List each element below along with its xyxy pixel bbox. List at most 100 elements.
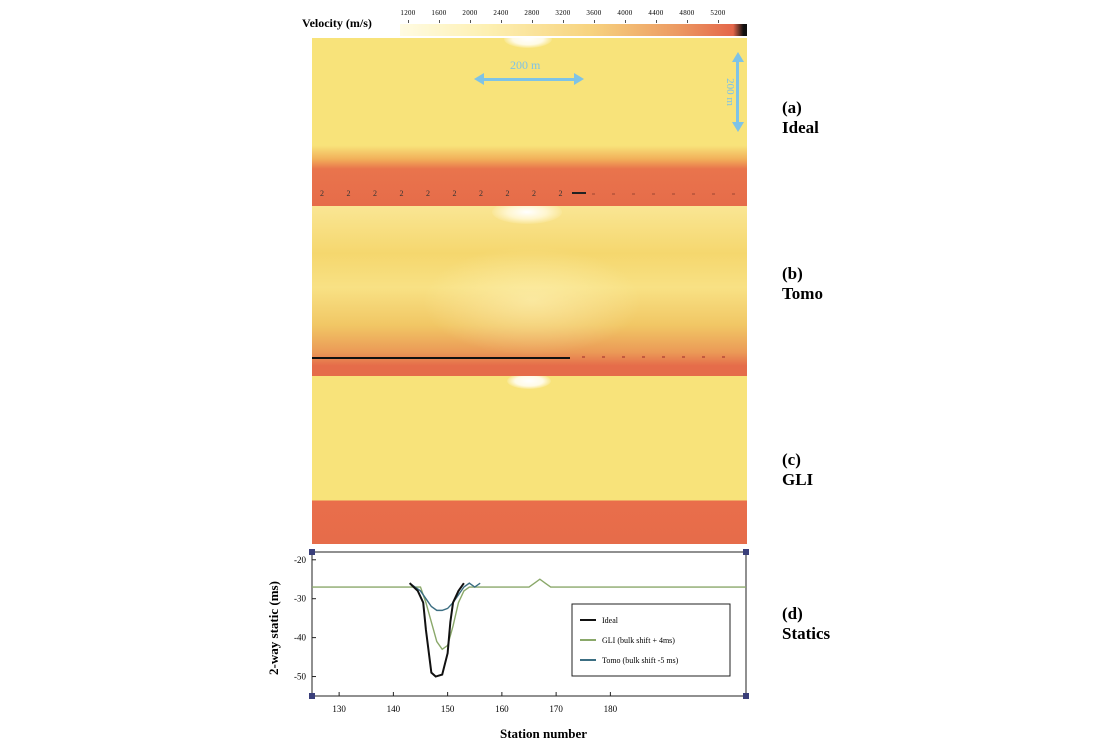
series-line: [409, 582, 481, 612]
arrow-up-head-icon: [732, 52, 744, 62]
colorbar-tick-mark: [408, 20, 409, 23]
x-tick-label: 140: [387, 704, 401, 714]
statics-chart: 130 140 150 160 170 180 -20 -30 -40 -50 Ideal GLI (…: [294, 549, 749, 714]
station-dot: [582, 356, 585, 358]
colorbar-tick-mark: [532, 20, 533, 23]
colorbar-tick-mark: [563, 20, 564, 23]
high-velocity-anomaly: [492, 206, 562, 224]
station-marker: 2: [426, 189, 430, 198]
velocity-panel-gli: [312, 376, 747, 544]
x-tick-label: 170: [549, 704, 563, 714]
frame-corner-marker: [309, 693, 315, 699]
station-dot: [662, 356, 665, 358]
colorbar-tick-label: 5200: [710, 9, 726, 17]
interface-line-ideal: [572, 192, 586, 194]
panel-name: Tomo: [782, 284, 823, 303]
tomo-smear: [422, 246, 642, 356]
x-tick-label: 160: [495, 704, 509, 714]
station-marker: 2: [346, 189, 351, 198]
panel-label-a: (a) Ideal: [782, 98, 819, 138]
station-marker: 2: [452, 189, 457, 198]
legend-box: [571, 603, 731, 677]
station-marker: 2: [320, 189, 324, 198]
arrow-left-head-icon: [474, 73, 484, 85]
colorbar-tick-mark: [656, 20, 657, 23]
station-marker: 2: [399, 189, 404, 198]
panel-letter: (a): [782, 98, 802, 117]
vertical-scale-label: 200 m: [723, 78, 736, 106]
panel-name: Ideal: [782, 118, 819, 137]
colorbar-tick-label: 2400: [493, 9, 509, 17]
horizontal-scale-arrow: [480, 78, 574, 81]
panel-letter: (d): [782, 604, 803, 623]
colorbar-tick-label: 3200: [555, 9, 571, 17]
high-velocity-anomaly: [504, 38, 552, 48]
panel-label-b: (b) Tomo: [782, 264, 823, 304]
station-dot: [722, 356, 725, 358]
colorbar-tick-label: 1200: [400, 9, 416, 17]
colorbar-tick-label: 4000: [617, 9, 633, 17]
station-marker: 2: [532, 189, 536, 198]
interface-line-tomo: [312, 357, 570, 359]
colorbar-title: Velocity (m/s): [302, 16, 372, 30]
x-axis-label: Station number: [500, 726, 588, 741]
station-dot: [692, 193, 695, 195]
x-tick-label: 130: [332, 704, 346, 714]
colorbar-tick-mark: [470, 20, 471, 23]
station-dot: [592, 193, 595, 195]
panel-name: GLI: [782, 470, 814, 489]
y-tick-label: -30: [294, 594, 306, 604]
panel-letter: (c): [782, 450, 801, 469]
station-marker: 2: [373, 189, 377, 198]
station-dot: [642, 356, 645, 358]
panel-label-c: (c) GLI: [782, 450, 813, 490]
colorbar-tick-mark: [594, 20, 595, 23]
velocity-panel-tomo: [312, 206, 747, 376]
panel-label-d: (d) Statics: [782, 604, 830, 644]
station-dot: [672, 193, 675, 195]
station-dot: [622, 356, 625, 358]
arrow-right-head-icon: [574, 73, 584, 85]
x-tick-label: 150: [441, 704, 455, 714]
colorbar-tick-mark: [439, 20, 440, 23]
velocity-panel-ideal: [312, 38, 747, 206]
colorbar-tick-label: 4800: [679, 9, 695, 17]
station-dot: [612, 193, 615, 195]
legend-entry: GLI (bulk shift + 4ms): [602, 636, 675, 645]
x-tick-label: 180: [604, 704, 618, 714]
y-axis-label: 2-way static (ms): [266, 581, 281, 675]
legend-entry: Tomo (bulk shift -5 ms): [602, 656, 679, 665]
series-line: [312, 578, 746, 651]
colorbar-tick-label: 4400: [648, 9, 664, 17]
y-tick-label: -40: [294, 633, 306, 643]
y-tick-label: -50: [294, 672, 306, 682]
station-dot: [702, 356, 705, 358]
station-marker: 2: [505, 189, 510, 198]
colorbar-tick-label: 1600: [431, 9, 447, 17]
station-dot: [712, 193, 715, 195]
y-tick-label: -20: [294, 555, 306, 565]
colorbar-tick-mark: [718, 20, 719, 23]
station-dot: [652, 193, 655, 195]
colorbar-tick-label: 2800: [524, 9, 540, 17]
horizontal-scale-label: 200 m: [510, 58, 541, 72]
frame-corner-marker: [743, 693, 749, 699]
panel-name: Statics: [782, 624, 831, 643]
station-dot: [682, 356, 685, 358]
high-velocity-anomaly: [507, 376, 551, 389]
colorbar: [400, 24, 747, 36]
plot-frame: [311, 551, 747, 697]
station-marker: 2: [558, 189, 563, 198]
station-marker: 2: [479, 189, 483, 198]
legend-entry: Ideal: [602, 616, 619, 625]
series-line: [408, 582, 465, 678]
frame-corner-marker: [743, 549, 749, 555]
panel-letter: (b): [782, 264, 803, 283]
colorbar-tick-mark: [687, 20, 688, 23]
station-dot: [602, 356, 605, 358]
arrow-down-head-icon: [732, 122, 744, 132]
colorbar-tick-label: 3600: [586, 9, 602, 17]
station-dot: [632, 193, 635, 195]
station-dot: [732, 193, 735, 195]
vertical-scale-arrow: [736, 60, 739, 124]
